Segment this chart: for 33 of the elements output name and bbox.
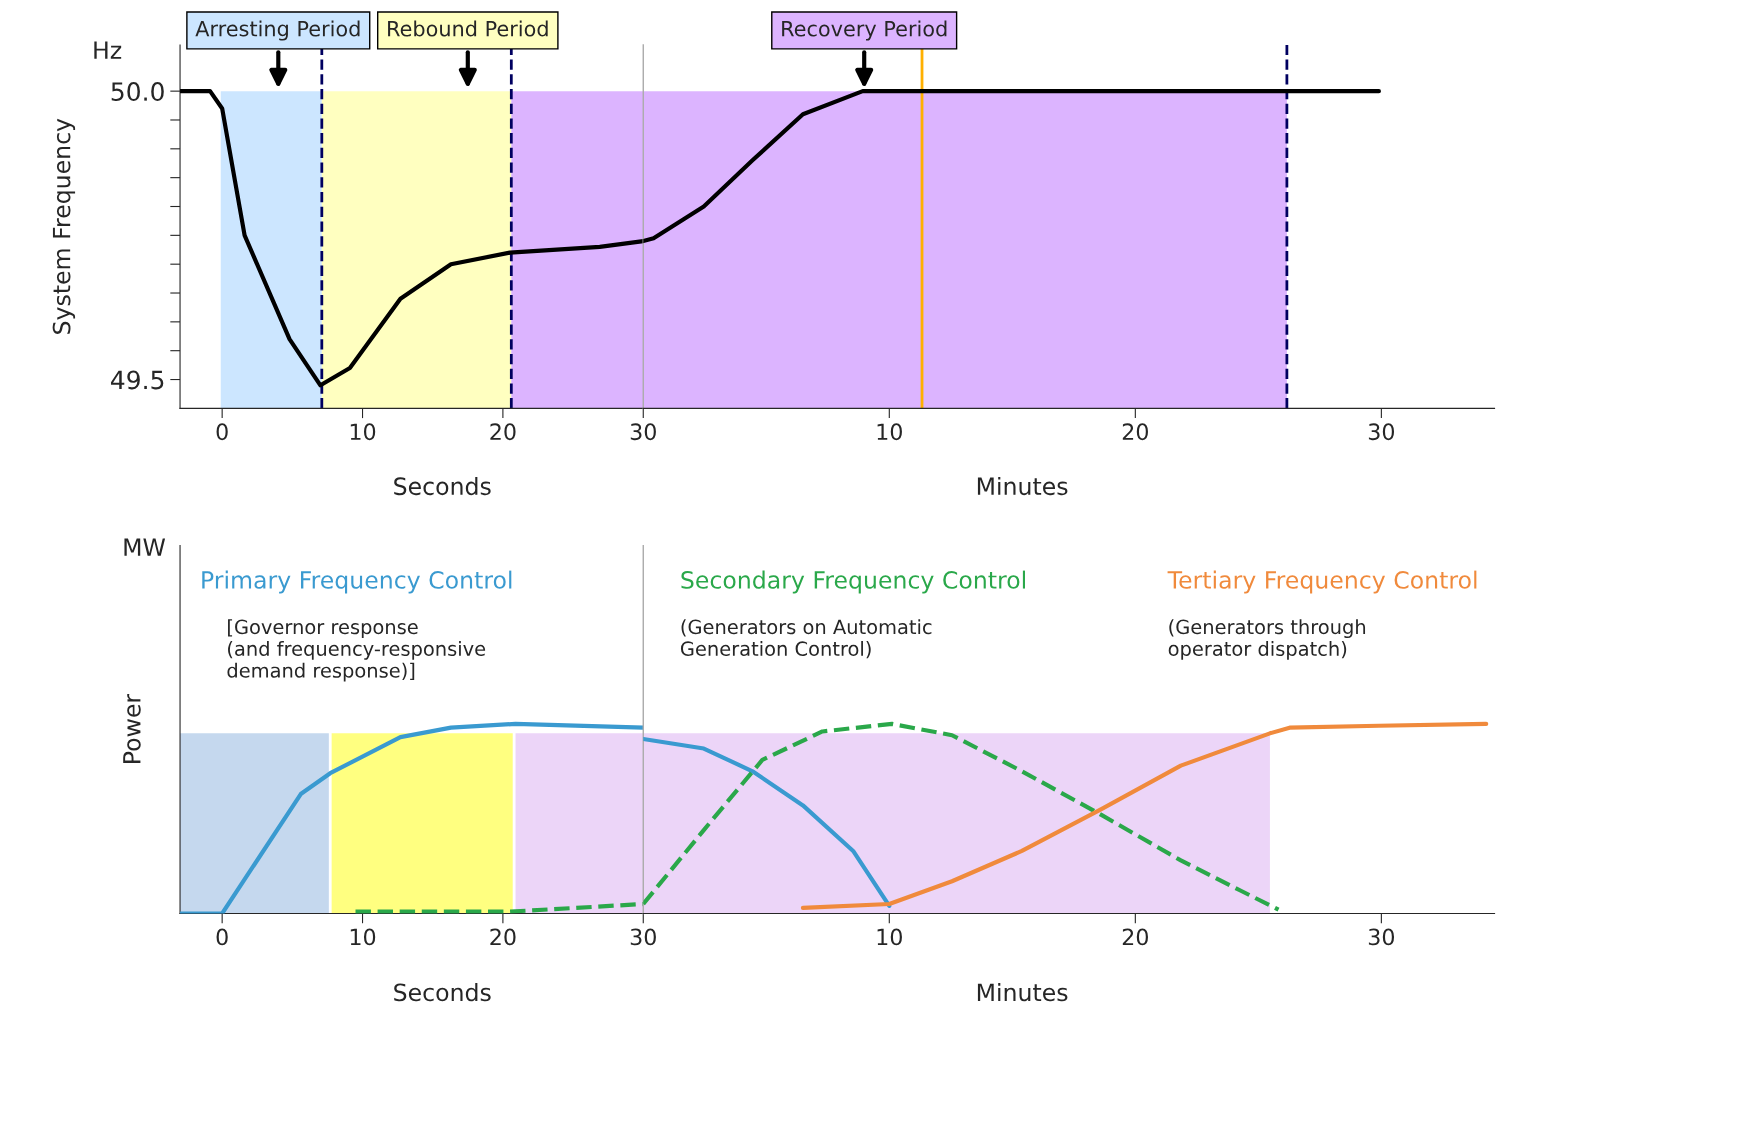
x-tick-label: 10 bbox=[877, 928, 902, 946]
x-tick-label: 30 bbox=[1368, 423, 1395, 441]
annotation: Recovery Period bbox=[782, 20, 947, 41]
annotation: Rebound Period bbox=[388, 20, 548, 37]
annotation: Arresting Period bbox=[195, 20, 360, 41]
x-tick-label: 20 bbox=[490, 928, 516, 946]
y-axis-title: System Frequency bbox=[52, 118, 76, 334]
x-tick-label: 20 bbox=[490, 423, 516, 441]
text: Secondary Frequency Control bbox=[681, 570, 1026, 594]
x-tick-label: 30 bbox=[630, 928, 656, 946]
x-tick-label: 10 bbox=[350, 423, 376, 441]
x-tick-label: 0 bbox=[216, 928, 228, 946]
x-tick-label: 20 bbox=[1122, 423, 1148, 441]
text: Hz bbox=[94, 41, 122, 59]
y-tick-label: 49.5 bbox=[111, 370, 164, 390]
x-tick-label: 30 bbox=[1368, 928, 1395, 946]
text: Seconds bbox=[394, 983, 491, 1002]
text: (Generators through operator dispatch) bbox=[1168, 619, 1366, 660]
text: Primary Frequency Control bbox=[202, 570, 512, 594]
text: (Generators on Automatic Generation Control) bbox=[680, 619, 932, 659]
x-tick-label: 20 bbox=[1122, 928, 1148, 946]
text: Seconds bbox=[394, 476, 491, 496]
text: [Governor response (and frequency-responsive demand response)] bbox=[227, 619, 486, 682]
y-axis-title: Power bbox=[123, 693, 141, 763]
y-tick-label: 50.0 bbox=[111, 82, 164, 101]
x-tick-label: 0 bbox=[216, 423, 228, 441]
text: Tertiary Frequency Control bbox=[1167, 570, 1477, 594]
x-tick-label: 30 bbox=[630, 423, 656, 441]
x-tick-label: 10 bbox=[877, 423, 902, 441]
x-tick-label: 10 bbox=[350, 928, 376, 946]
text: Minutes bbox=[977, 983, 1068, 1002]
text: MW bbox=[124, 538, 166, 556]
text: Minutes bbox=[977, 476, 1068, 496]
